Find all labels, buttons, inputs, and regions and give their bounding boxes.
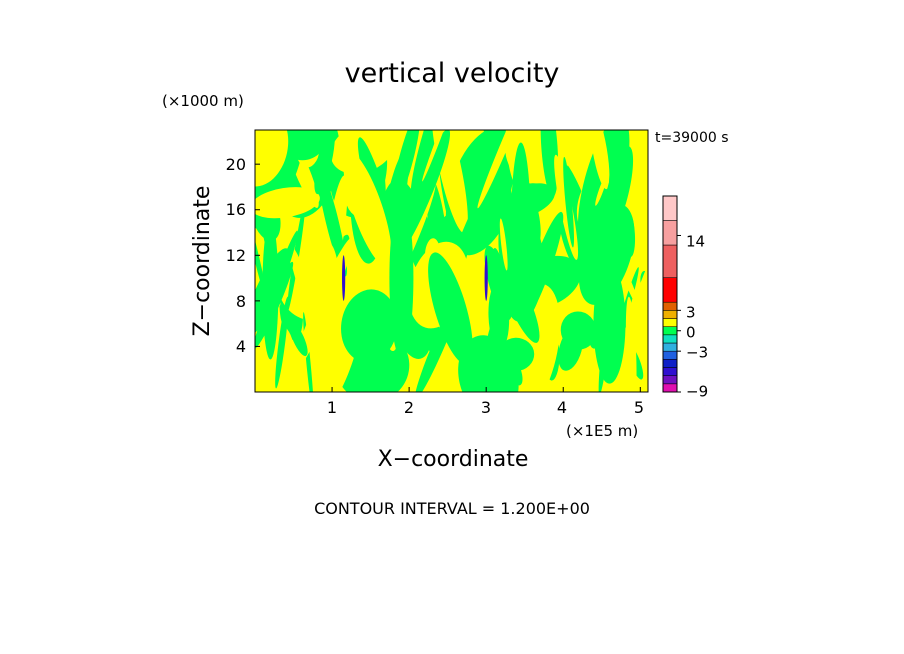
colorbar-tick-label: 3 — [686, 303, 696, 322]
field-region — [343, 150, 392, 267]
field-region — [558, 326, 584, 371]
velocity-field — [255, 130, 648, 392]
colorbar-band — [662, 342, 678, 352]
extreme-velocity-feature — [484, 255, 488, 301]
y-tick-label: 4 — [235, 337, 246, 356]
y-axis-unit: (×1000 m) — [162, 92, 244, 110]
field-region — [578, 203, 635, 305]
colorbar-band — [662, 244, 678, 278]
field-region — [593, 263, 626, 384]
field-region — [428, 252, 473, 365]
colorbar-band — [662, 220, 678, 246]
field-region — [595, 174, 608, 206]
field-region — [484, 245, 513, 321]
field-region — [507, 356, 523, 386]
field-region — [443, 357, 463, 392]
colorbar-band — [662, 359, 678, 368]
field-region — [255, 130, 289, 187]
field-region — [625, 296, 637, 392]
x-axis-label: X−coordinate — [377, 447, 529, 472]
plot-frame — [254, 129, 649, 393]
field-region — [314, 130, 335, 195]
field-region — [341, 289, 398, 363]
field-region — [255, 322, 295, 392]
x-axis-unit: (×1E5 m) — [566, 422, 639, 440]
y-tick-label: 8 — [235, 292, 246, 311]
colorbar-band — [662, 301, 678, 311]
colorbar-band — [662, 195, 678, 221]
colorbar-band — [662, 318, 678, 327]
x-tick-label: 4 — [556, 398, 568, 417]
field-region — [410, 130, 448, 198]
field-region — [589, 130, 610, 190]
x-tick-label: 1 — [326, 398, 338, 417]
colorbar-band — [662, 334, 678, 344]
field-region — [540, 130, 559, 197]
colorbar-tick-label: −9 — [686, 382, 709, 401]
time-label: t=39000 s — [655, 130, 729, 146]
field-region — [289, 322, 308, 357]
field-region — [262, 219, 279, 360]
field-region — [275, 296, 289, 389]
field-region — [499, 218, 508, 271]
contour-interval-label: CONTOUR INTERVAL = 1.200E+00 — [314, 499, 590, 518]
y-tick-label: 16 — [225, 200, 246, 219]
field-region — [319, 243, 341, 346]
x-tick-label: 5 — [633, 398, 645, 417]
y-tick-label: 20 — [225, 155, 246, 174]
field-region — [255, 208, 268, 300]
y-tick-label: 12 — [225, 246, 246, 265]
field-region — [477, 130, 535, 209]
field-region — [277, 130, 329, 161]
colorbar-tick-label: −3 — [686, 343, 709, 362]
field-region — [510, 142, 531, 323]
field-region — [389, 198, 414, 359]
field-region — [497, 337, 535, 372]
field-region — [289, 245, 319, 327]
chart-title: vertical velocity — [344, 58, 560, 89]
colorbar-band — [662, 326, 678, 336]
colorbar-frame — [662, 195, 678, 393]
field-region — [623, 211, 636, 257]
field-region — [563, 156, 575, 248]
colorbar-band — [662, 383, 678, 393]
extreme-velocity-feature — [342, 255, 346, 301]
colorbar-band — [662, 310, 678, 319]
field-region — [472, 130, 517, 219]
field-region — [422, 130, 456, 182]
x-tick-label: 2 — [403, 398, 415, 417]
colorbar-band — [662, 277, 678, 303]
colorbar-band — [662, 350, 678, 360]
x-tick-label: 3 — [480, 398, 492, 417]
colorbar-tick-label: 14 — [686, 232, 706, 251]
colorbar-band — [662, 375, 678, 385]
field-region — [317, 166, 347, 277]
field-region — [409, 349, 429, 392]
field-region — [255, 187, 320, 219]
colorbar-tick-label: 0 — [686, 323, 696, 342]
colorbar-band — [662, 367, 678, 376]
